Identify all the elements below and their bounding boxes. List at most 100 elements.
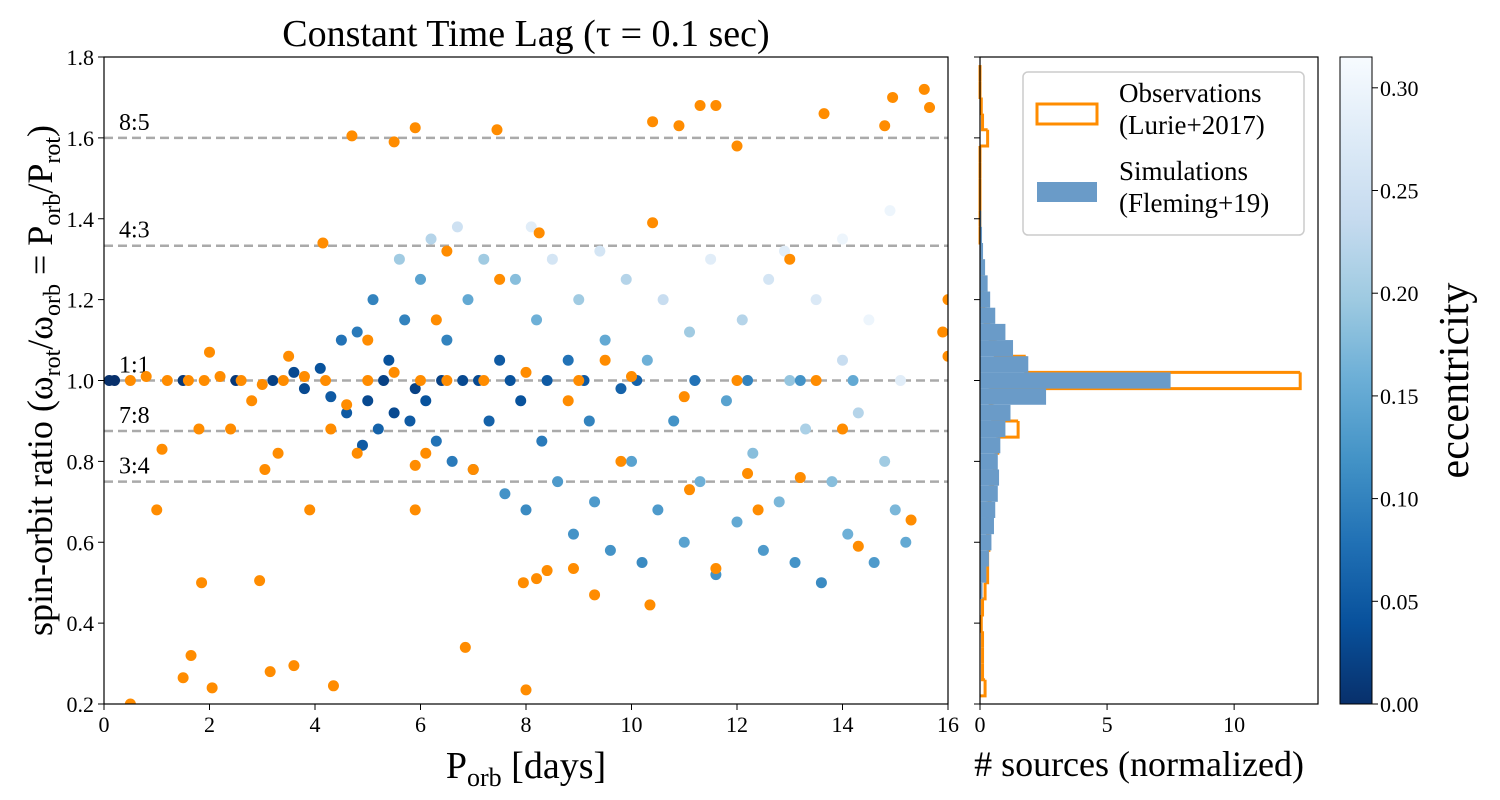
- y-axis-label-part: ): [20, 125, 60, 137]
- simulation-point: [652, 504, 664, 516]
- observation-point: [272, 447, 284, 459]
- sim-hist-bar: [980, 226, 983, 244]
- observation-point: [409, 122, 421, 134]
- x-tick-label: 2: [204, 712, 215, 737]
- legend-label: (Fleming+19): [1119, 188, 1269, 218]
- simulation-point: [694, 476, 706, 488]
- simulation-point: [462, 294, 474, 306]
- simulation-point: [420, 395, 432, 407]
- hist-x-tick-label: 5: [1102, 712, 1113, 737]
- observation-point: [573, 375, 585, 386]
- simulation-point: [599, 334, 611, 346]
- y-axis-label-part: rot: [40, 349, 66, 376]
- simulation-point: [837, 354, 848, 366]
- simulation-point: [847, 375, 859, 386]
- simulation-point: [372, 423, 384, 435]
- x-tick-label: 0: [99, 712, 110, 737]
- simulation-point: [615, 383, 627, 395]
- simulation-point: [757, 544, 769, 556]
- observation-point: [678, 391, 690, 403]
- observation-point: [852, 540, 864, 552]
- sim-hist-bar: [980, 340, 1014, 357]
- observation-point: [459, 641, 471, 653]
- simulation-point: [499, 488, 511, 500]
- resonance-label: 8:5: [119, 110, 150, 136]
- observation-point: [156, 443, 168, 455]
- observation-point: [304, 504, 316, 516]
- observation-point: [441, 375, 453, 386]
- observation-point: [298, 370, 310, 382]
- observation-point: [879, 120, 891, 132]
- legend-swatch: [1035, 102, 1099, 126]
- simulation-point: [494, 354, 506, 366]
- simulation-point: [536, 435, 548, 447]
- sim-hist-bar: [980, 307, 996, 324]
- observation-point: [589, 589, 601, 601]
- observation-point: [441, 245, 453, 257]
- simulation-point: [794, 375, 806, 386]
- observation-point: [942, 294, 948, 306]
- simulation-point: [314, 362, 326, 374]
- legend-label: (Lurie+2017): [1119, 110, 1265, 140]
- simulation-point: [895, 375, 907, 386]
- y-axis-label-part: rot: [40, 137, 66, 164]
- simulation-point: [109, 375, 121, 386]
- observation-point: [517, 577, 529, 589]
- simulation-point: [773, 496, 785, 508]
- observation-point: [259, 463, 271, 475]
- observation-point: [124, 698, 136, 704]
- x-tick-label: 14: [832, 712, 854, 737]
- observation-point: [409, 504, 421, 516]
- simulation-point: [504, 375, 516, 386]
- sim-hist-bar: [980, 534, 992, 551]
- sim-hist-bar: [980, 404, 1011, 421]
- simulation-point: [509, 273, 521, 285]
- colorbar-tick-label: 0.00: [1380, 692, 1419, 717]
- sim-hist-bar: [980, 388, 1047, 405]
- observation-point: [467, 463, 479, 475]
- colorbar-tick-label: 0.05: [1380, 589, 1419, 614]
- simulation-point: [425, 233, 437, 245]
- simulation-point: [884, 205, 896, 217]
- sim-hist-bar: [980, 582, 983, 599]
- observation-point: [430, 314, 442, 326]
- simulation-point: [335, 334, 347, 346]
- x-axis-label: Porb [days]: [446, 745, 606, 792]
- simulation-point: [736, 314, 748, 326]
- observation-point: [887, 91, 899, 103]
- simulation-point: [415, 273, 426, 285]
- observation-point: [409, 459, 421, 471]
- simulation-point: [546, 253, 558, 265]
- sim-hist-bar: [980, 550, 989, 567]
- simulation-point: [520, 504, 532, 516]
- observation-point: [562, 395, 574, 407]
- sim-hist-bar: [980, 210, 982, 227]
- x-tick-label: 12: [726, 712, 748, 737]
- simulation-point: [678, 536, 690, 548]
- observation-point: [794, 472, 806, 484]
- simulation-point: [288, 366, 300, 378]
- observation-point: [124, 375, 136, 386]
- simulation-point: [815, 577, 827, 589]
- observation-point: [256, 379, 268, 391]
- colorbar-tick-label: 0.30: [1380, 76, 1419, 101]
- observation-point: [491, 124, 503, 136]
- observation-point: [647, 217, 659, 229]
- simulation-point: [868, 556, 880, 568]
- x-tick-label: 16: [937, 712, 959, 737]
- simulation-point: [784, 375, 796, 386]
- simulation-point: [483, 415, 495, 427]
- obs-hist-step: [980, 129, 990, 148]
- obs-hist-step: [982, 582, 987, 601]
- simulation-point: [731, 516, 743, 528]
- observation-point: [742, 468, 754, 480]
- obs-hist-step: [979, 97, 983, 116]
- simulation-point: [720, 395, 732, 407]
- simulation-point: [525, 221, 537, 233]
- resonance-label: 3:4: [119, 454, 150, 480]
- observation-point: [206, 682, 218, 694]
- observation-point: [325, 423, 337, 435]
- observation-point: [225, 423, 237, 435]
- observation-point: [533, 227, 545, 239]
